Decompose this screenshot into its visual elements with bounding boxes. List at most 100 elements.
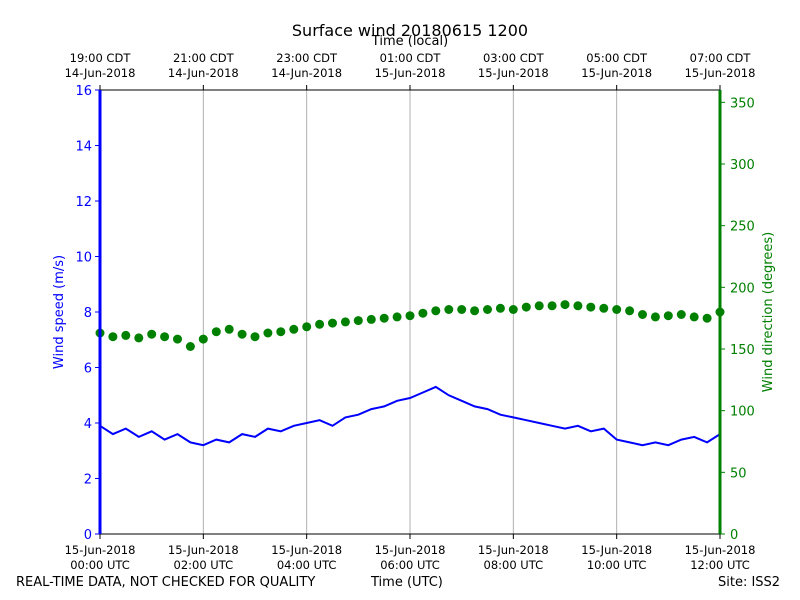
wind-direction-point xyxy=(250,332,260,342)
wind-direction-point xyxy=(689,312,699,322)
left-tick-label: 14 xyxy=(75,140,92,155)
bottom-tick-date: 15-Jun-2018 xyxy=(271,543,342,557)
left-tick-label: 8 xyxy=(84,306,92,321)
wind-direction-point xyxy=(108,332,118,342)
bottom-tick-date: 15-Jun-2018 xyxy=(478,543,549,557)
site-label: Site: ISS2 xyxy=(718,575,781,590)
chart-title: Surface wind 20180615 1200 xyxy=(291,21,529,40)
wind-direction-point xyxy=(521,302,531,312)
left-tick-label: 10 xyxy=(75,251,92,266)
right-tick-label: 200 xyxy=(730,281,755,296)
right-tick-label: 50 xyxy=(730,466,747,481)
bottom-tick-time: 06:00 UTC xyxy=(380,558,440,572)
top-tick-date: 15-Jun-2018 xyxy=(581,66,652,80)
wind-direction-point xyxy=(612,305,622,314)
bottom-tick-date: 15-Jun-2018 xyxy=(375,543,446,557)
bottom-tick-date: 15-Jun-2018 xyxy=(65,543,136,557)
bottom-tick-time: 08:00 UTC xyxy=(484,558,544,572)
wind-direction-point xyxy=(444,305,454,314)
top-tick-date: 14-Jun-2018 xyxy=(168,66,239,80)
top-tick-time: 23:00 CDT xyxy=(276,51,338,65)
wind-direction-point xyxy=(147,329,157,339)
bottom-tick-time: 04:00 UTC xyxy=(277,558,337,572)
wind-direction-point xyxy=(676,310,686,319)
top-tick-time: 19:00 CDT xyxy=(70,51,132,65)
wind-direction-point xyxy=(650,312,660,322)
wind-direction-point xyxy=(237,329,247,339)
wind-direction-point xyxy=(508,305,518,314)
right-axis-ticks: 0 50 100 150 200 250 300 350 xyxy=(720,96,755,543)
wind-direction-point xyxy=(392,312,402,322)
top-axis-title: Time (local) xyxy=(371,34,449,49)
wind-direction-point xyxy=(198,334,208,344)
wind-direction-point xyxy=(702,313,712,323)
right-tick-label: 0 xyxy=(730,528,738,543)
left-tick-label: 6 xyxy=(84,362,92,377)
left-tick-label: 2 xyxy=(84,473,92,488)
wind-direction-point xyxy=(276,327,286,337)
top-tick-date: 14-Jun-2018 xyxy=(271,66,342,80)
wind-direction-point xyxy=(638,310,647,319)
wind-direction-point xyxy=(353,316,363,326)
wind-direction-point xyxy=(289,324,299,334)
bottom-tick-time: 12:00 UTC xyxy=(690,558,750,572)
wind-direction-point xyxy=(534,301,544,311)
wind-direction-point xyxy=(366,314,376,324)
wind-direction-point xyxy=(328,318,337,328)
wind-direction-point xyxy=(405,311,415,321)
wind-direction-point xyxy=(586,302,596,312)
wind-direction-point xyxy=(573,301,583,311)
right-tick-label: 100 xyxy=(730,405,755,420)
wind-direction-point xyxy=(599,303,609,313)
wind-direction-point xyxy=(483,305,492,314)
top-tick-date: 15-Jun-2018 xyxy=(478,66,549,80)
left-tick-label: 0 xyxy=(84,528,92,543)
wind-direction-point xyxy=(211,327,221,337)
wind-direction-point xyxy=(121,330,131,340)
wind-direction-point xyxy=(263,328,273,338)
wind-direction-point xyxy=(560,300,570,310)
wind-direction-point xyxy=(547,301,557,311)
right-tick-label: 150 xyxy=(730,343,755,358)
wind-direction-point xyxy=(457,305,467,314)
wind-direction-point xyxy=(173,334,182,344)
top-tick-date: 15-Jun-2018 xyxy=(685,66,756,80)
right-tick-label: 350 xyxy=(730,96,755,111)
top-tick-time: 01:00 CDT xyxy=(380,51,442,65)
wind-direction-point xyxy=(495,303,505,313)
bottom-tick-time: 10:00 UTC xyxy=(587,558,647,572)
wind-direction-point xyxy=(470,306,480,316)
quality-note: REAL-TIME DATA, NOT CHECKED FOR QUALITY xyxy=(16,575,316,590)
wind-direction-point xyxy=(134,333,144,343)
wind-direction-point xyxy=(340,317,350,327)
left-tick-label: 12 xyxy=(75,195,92,210)
wind-direction-point xyxy=(224,324,234,334)
wind-direction-point xyxy=(302,322,312,332)
left-tick-label: 16 xyxy=(75,84,92,99)
wind-direction-point xyxy=(379,313,389,323)
wind-speed-series xyxy=(99,385,721,447)
wind-direction-point xyxy=(625,306,635,316)
top-tick-time: 07:00 CDT xyxy=(690,51,752,65)
left-tick-label: 4 xyxy=(84,417,92,432)
wind-direction-series xyxy=(95,300,725,351)
top-tick-time: 05:00 CDT xyxy=(586,51,648,65)
wind-speed-line xyxy=(99,385,721,447)
right-tick-label: 300 xyxy=(730,158,755,173)
top-tick-time: 03:00 CDT xyxy=(483,51,545,65)
right-axis-label: Wind direction (degrees) xyxy=(761,232,776,392)
top-tick-date: 15-Jun-2018 xyxy=(375,66,446,80)
right-tick-label: 250 xyxy=(730,220,755,235)
wind-direction-point xyxy=(418,308,428,318)
bottom-tick-date: 15-Jun-2018 xyxy=(581,543,652,557)
wind-direction-point xyxy=(431,306,441,316)
top-tick-time: 21:00 CDT xyxy=(173,51,235,65)
wind-direction-point xyxy=(185,342,195,351)
bottom-tick-date: 15-Jun-2018 xyxy=(168,543,239,557)
left-axis-ticks: 0 2 4 6 8 10 12 14 16 xyxy=(75,84,100,543)
bottom-tick-date: 15-Jun-2018 xyxy=(685,543,756,557)
bottom-axis-title: Time (UTC) xyxy=(371,575,443,590)
bottom-tick-time: 00:00 UTC xyxy=(70,558,130,572)
